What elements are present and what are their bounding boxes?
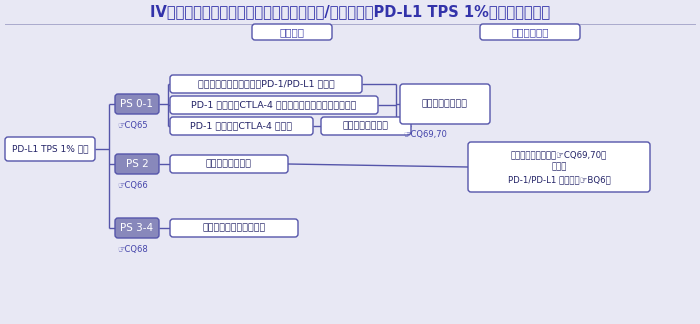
- Text: ☞CQ68: ☞CQ68: [117, 245, 148, 254]
- FancyBboxPatch shape: [115, 218, 159, 238]
- Text: または: または: [552, 163, 567, 171]
- FancyBboxPatch shape: [170, 219, 298, 237]
- FancyBboxPatch shape: [115, 94, 159, 114]
- FancyBboxPatch shape: [468, 142, 650, 192]
- Text: ☞CQ66: ☞CQ66: [117, 181, 148, 190]
- Text: PS 0-1: PS 0-1: [120, 99, 153, 109]
- FancyBboxPatch shape: [321, 117, 411, 135]
- Text: ☞CQ69,70: ☞CQ69,70: [403, 130, 447, 139]
- Text: 細胞傷害性抗癌薬: 細胞傷害性抗癌薬: [422, 99, 468, 109]
- FancyBboxPatch shape: [115, 154, 159, 174]
- FancyBboxPatch shape: [170, 96, 378, 114]
- FancyBboxPatch shape: [252, 24, 332, 40]
- FancyBboxPatch shape: [170, 75, 362, 93]
- Text: PS 3-4: PS 3-4: [120, 223, 153, 233]
- Text: 細胞傷害性抗癌薬: 細胞傷害性抗癌薬: [343, 122, 389, 131]
- Text: 一次治療: 一次治療: [279, 27, 304, 37]
- Text: 細胞傷害性抗癌薬: 細胞傷害性抗癌薬: [206, 159, 252, 168]
- FancyBboxPatch shape: [400, 84, 490, 124]
- Text: ☞CQ65: ☞CQ65: [117, 121, 148, 130]
- Text: PD-1/PD-L1 阻害薬（☞BQ6）: PD-1/PD-L1 阻害薬（☞BQ6）: [508, 175, 610, 184]
- Text: PD-L1 TPS 1% 未満: PD-L1 TPS 1% 未満: [12, 145, 88, 154]
- FancyBboxPatch shape: [170, 117, 313, 135]
- FancyBboxPatch shape: [5, 137, 95, 161]
- FancyBboxPatch shape: [480, 24, 580, 40]
- Text: ブラチナ製剤併用療法＋PD-1/PD-L1 阻害薬: ブラチナ製剤併用療法＋PD-1/PD-L1 阻害薬: [197, 79, 335, 88]
- Text: PD-1 阻害薬＋CTLA-4 阻害薬: PD-1 阻害薬＋CTLA-4 阻害薬: [190, 122, 293, 131]
- Text: 二次治療以降: 二次治療以降: [511, 27, 549, 37]
- Text: IV期非小細胞肺癌：ドライバー遺伝子変異/転座陰性，PD-L1 TPS 1%未満の治療方針: IV期非小細胞肺癌：ドライバー遺伝子変異/転座陰性，PD-L1 TPS 1%未満…: [150, 5, 550, 19]
- Text: PS 2: PS 2: [125, 159, 148, 169]
- Text: 細胞傷害性抗癌薬（☞CQ69,70）: 細胞傷害性抗癌薬（☞CQ69,70）: [511, 150, 607, 159]
- Text: PD-1 阻害薬＋CTLA-4 阻害薬＋ブラチナ製剤併用療法: PD-1 阻害薬＋CTLA-4 阻害薬＋ブラチナ製剤併用療法: [191, 100, 357, 110]
- Text: 薬物療法は勧められない: 薬物療法は勧められない: [202, 224, 265, 233]
- FancyBboxPatch shape: [170, 155, 288, 173]
